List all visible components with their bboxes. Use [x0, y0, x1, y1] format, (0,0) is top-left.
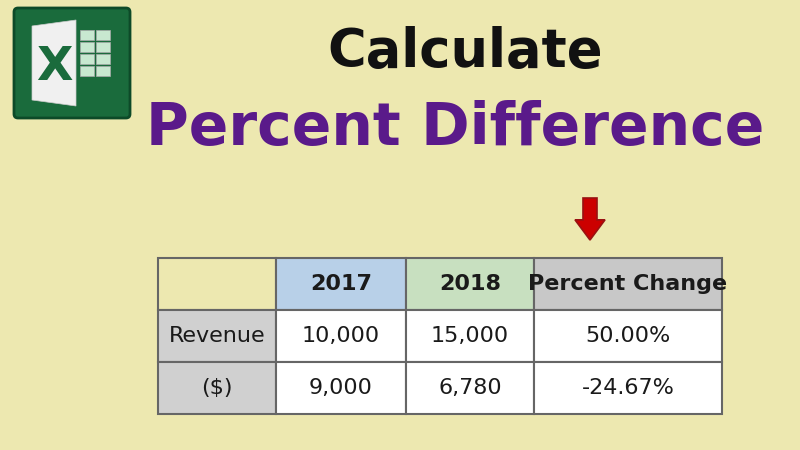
Text: 2017: 2017 [310, 274, 372, 294]
Text: Revenue: Revenue [169, 326, 266, 346]
Bar [406, 310, 534, 362]
Text: X: X [36, 45, 72, 90]
FancyBboxPatch shape [14, 8, 130, 118]
Text: 50.00%: 50.00% [586, 326, 670, 346]
Text: 6,780: 6,780 [438, 378, 502, 398]
Bar [158, 362, 276, 414]
Bar [80, 54, 94, 64]
Bar [276, 362, 406, 414]
Bar [96, 54, 110, 64]
Bar [96, 66, 110, 76]
Bar [534, 362, 722, 414]
Text: Percent Difference: Percent Difference [146, 99, 764, 157]
Bar [534, 258, 722, 310]
Bar [80, 66, 94, 76]
Text: Calculate: Calculate [327, 26, 602, 78]
Bar [80, 42, 94, 52]
Polygon shape [575, 198, 605, 240]
Polygon shape [32, 20, 76, 106]
Text: Percent Change: Percent Change [529, 274, 727, 294]
Text: 10,000: 10,000 [302, 326, 380, 346]
Bar [276, 310, 406, 362]
Bar [158, 258, 276, 310]
Text: 2018: 2018 [439, 274, 501, 294]
Bar [80, 30, 94, 40]
Bar [534, 310, 722, 362]
Bar [276, 258, 406, 310]
Bar [158, 310, 276, 362]
Bar [406, 258, 534, 310]
Bar [406, 362, 534, 414]
Bar [96, 30, 110, 40]
Text: 15,000: 15,000 [431, 326, 509, 346]
Text: ($): ($) [202, 378, 233, 398]
Text: 9,000: 9,000 [309, 378, 373, 398]
Bar [96, 42, 110, 52]
Text: -24.67%: -24.67% [582, 378, 674, 398]
